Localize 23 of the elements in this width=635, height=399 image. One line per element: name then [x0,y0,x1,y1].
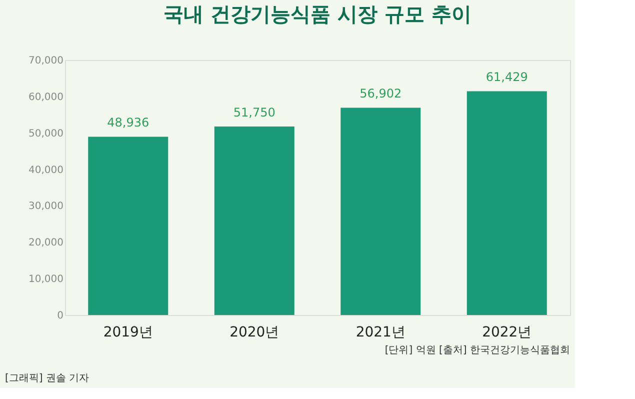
bar [214,126,294,315]
y-tick-label: 70,000 [28,56,64,66]
y-tick-label: 10,000 [28,274,64,286]
data-label: 51,750 [233,105,276,120]
bar [466,91,547,315]
bar [88,136,168,315]
chart-title: 국내 건강기능식품 시장 규모 추이 [164,2,472,26]
text: [그래픽] 권솔 기자 [5,373,90,384]
data-label: 56,902 [360,86,402,101]
x-tick-label: 2019년 [103,324,153,340]
y-tick-label: 20,000 [28,238,64,249]
x-tick-label: 2020년 [230,324,280,340]
x-tick-label: 2021년 [356,324,406,340]
y-tick-label: 40,000 [28,164,64,176]
bar [340,108,421,315]
x-tick-label: 2022년 [482,324,532,340]
y-tick-label: 60,000 [28,92,64,103]
text: [단위] 억원 [출처] 한국건강기능식품협회 [384,345,570,356]
y-tick-label: 0 [57,310,64,322]
y-tick-label: 50,000 [28,128,64,140]
data-label: 48,936 [107,116,150,130]
data-label: 61,429 [486,70,528,84]
y-tick-label: 30,000 [28,201,64,212]
